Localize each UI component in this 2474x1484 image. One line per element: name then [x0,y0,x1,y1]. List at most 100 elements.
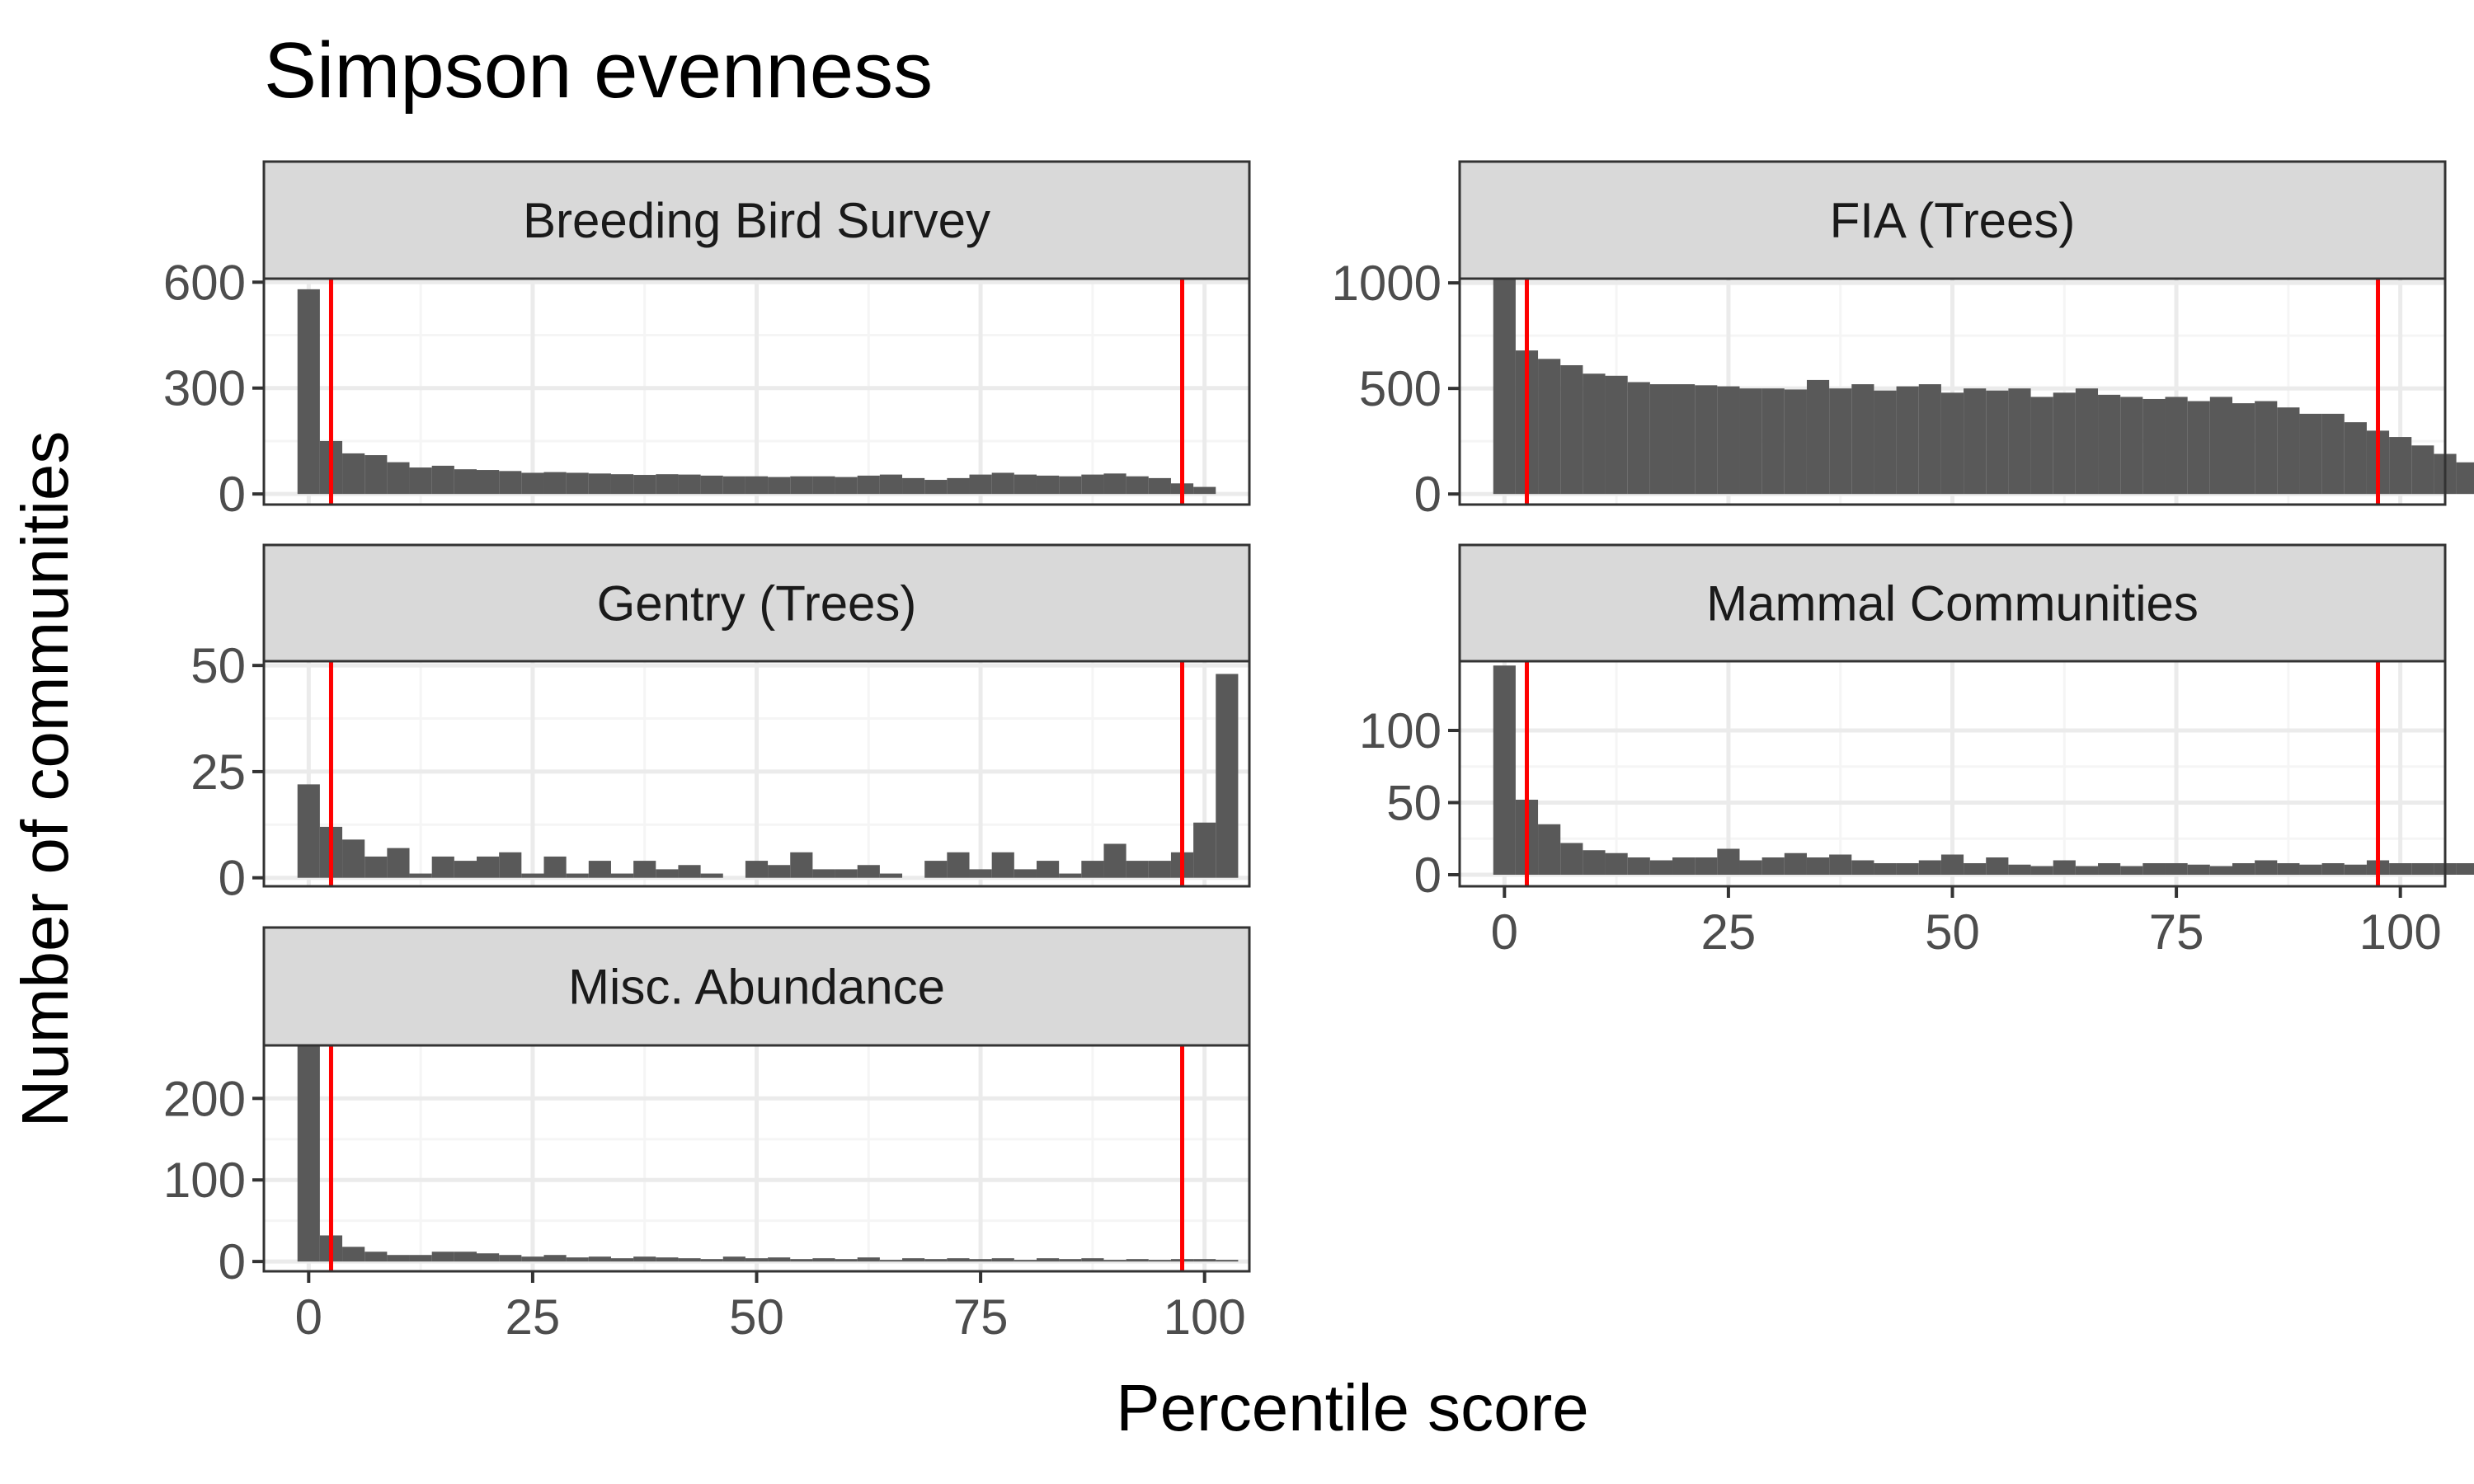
histogram-bar [1605,375,1628,495]
facet-strip-label: Breeding Bird Survey [523,193,990,248]
histogram-bar [1874,390,1897,495]
histogram-bar [1940,854,1964,875]
histogram-bar [991,472,1014,495]
histogram-bar [588,1256,611,1262]
histogram-bar [633,861,656,878]
histogram-bar [1784,389,1807,495]
x-tick-label: 0 [1491,904,1518,960]
y-tick-label: 0 [219,851,246,906]
histogram-bar [2321,863,2345,875]
facet-strip [1458,543,2447,663]
histogram-bar [835,1259,858,1262]
histogram-bar [1103,473,1126,495]
y-tick-label: 50 [1386,776,1442,831]
histogram-bar [947,852,970,878]
histogram-bar [2165,863,2188,875]
histogram-bar [812,869,835,878]
y-tick-label: 200 [163,1071,246,1126]
histogram-bar [768,477,791,495]
y-tick-label: 0 [219,1234,246,1289]
histogram-bar [1829,388,1852,495]
histogram-bar [543,472,567,495]
histogram-bar [2187,864,2210,875]
histogram-bar [543,856,567,878]
histogram-bar [2142,863,2166,875]
histogram-bar [1148,861,1171,878]
histogram-bar [790,1259,813,1262]
histogram-bar [2209,866,2232,875]
histogram-bar [387,462,410,495]
x-tick-label: 0 [295,1289,322,1345]
histogram-bar [2456,462,2474,495]
histogram-bar [1896,863,1919,875]
y-tick-label: 500 [1359,361,1442,416]
y-tick-label: 50 [190,638,246,693]
histogram-bar [1918,860,1941,875]
panel-breeding-bird-survey: Breeding Bird Survey 0 300 600 [163,160,1251,522]
histogram-bar [745,476,769,495]
x-tick-label: 50 [1925,904,1980,960]
histogram-bar [521,472,544,495]
histogram-bar [1851,384,1874,495]
histogram-bar [566,472,589,495]
histogram-bar [431,465,454,495]
y-tick-label: 100 [163,1153,246,1208]
histogram-bar [297,1045,320,1262]
histogram-bar [790,852,813,878]
histogram-bar [477,856,500,878]
histogram-bar [1059,873,1082,878]
histogram-bar [2456,863,2474,875]
histogram-bar [857,865,880,878]
histogram-bar [2389,437,2412,495]
histogram-bar [297,289,320,495]
histogram-bar [812,476,835,495]
histogram-bar [879,873,903,878]
x-tick-label: 100 [1164,1289,1246,1345]
histogram-bar [2299,413,2322,495]
histogram-bar [2209,397,2232,495]
histogram-bar [1964,863,1987,875]
histogram-bar [2142,398,2166,495]
histogram-bar [2277,407,2300,495]
histogram-bar [2030,866,2053,875]
histogram-bar [365,455,388,495]
histogram-bar [1627,857,1650,875]
histogram-bar [499,471,522,495]
histogram-bar [1014,869,1037,878]
histogram-bar [1896,386,1919,495]
histogram-bar [812,1258,835,1262]
facet-strip [262,160,1251,280]
histogram-bar [1717,386,1740,495]
histogram-bar [477,1253,500,1262]
histogram-bar [454,469,477,495]
histogram-bar [1216,1260,1239,1262]
facet-strip-label: FIA (Trees) [1830,193,2076,248]
histogram-bar [924,861,948,878]
histogram-bar [1829,854,1852,875]
histogram-bar [678,474,701,495]
histogram-bar [722,476,745,495]
histogram-bar [1986,857,2009,875]
histogram-bar [2053,860,2076,875]
histogram-bar [1560,843,1583,875]
histogram-bar [1126,861,1149,878]
histogram-bar [1126,476,1149,495]
histogram-bar [969,1259,992,1262]
histogram-bar [342,1247,365,1262]
histogram-bar [768,1257,791,1262]
facet-strip-label: Gentry (Trees) [597,576,917,632]
histogram-bar [835,477,858,495]
histogram-bar [2411,863,2434,875]
facet-strip [1458,160,2447,280]
histogram-bar [1081,1258,1104,1262]
histogram-bar [947,1258,970,1262]
histogram-bar [1103,843,1126,878]
histogram-bar [1014,474,1037,495]
histogram-bar [1103,1260,1126,1262]
histogram-bar [1649,860,1673,875]
histogram-bar [633,475,656,495]
histogram-bar [1583,373,1606,495]
histogram-bar [1761,857,1785,875]
histogram-bar [969,869,992,878]
histogram-bar [2277,863,2300,875]
